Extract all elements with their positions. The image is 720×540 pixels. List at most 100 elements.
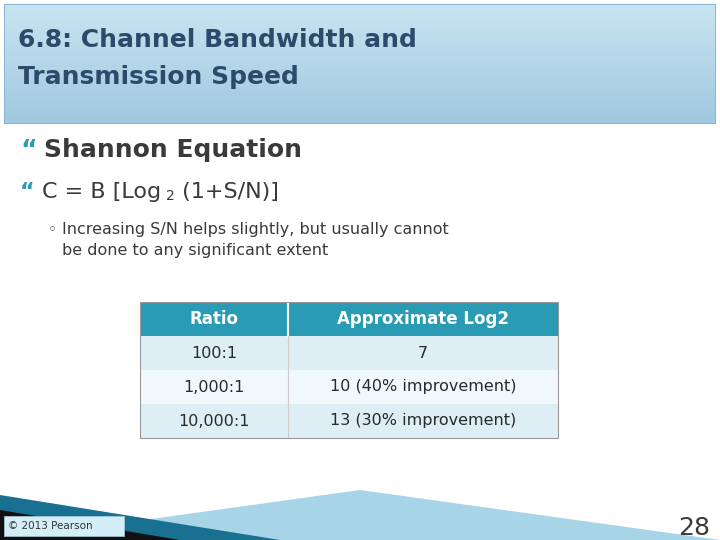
Polygon shape	[0, 495, 280, 540]
Bar	[5, 58, 715, 59]
Bar	[5, 37, 715, 38]
Bar	[5, 91, 715, 92]
Text: 2: 2	[166, 189, 175, 203]
Bar	[5, 9, 715, 10]
Bar	[5, 104, 715, 105]
FancyBboxPatch shape	[140, 336, 558, 370]
Text: 10,000:1: 10,000:1	[179, 414, 250, 429]
Text: Shannon Equation: Shannon Equation	[44, 138, 302, 162]
Bar	[5, 71, 715, 72]
Bar	[5, 83, 715, 84]
Bar	[5, 105, 715, 106]
Bar	[5, 40, 715, 41]
Text: Increasing S/N helps slightly, but usually cannot
be done to any significant ext: Increasing S/N helps slightly, but usual…	[62, 222, 449, 258]
Text: Ratio: Ratio	[189, 310, 238, 328]
Bar	[5, 27, 715, 28]
Bar	[5, 23, 715, 24]
Bar	[5, 119, 715, 120]
Bar	[5, 70, 715, 71]
Bar	[5, 56, 715, 57]
Bar	[5, 14, 715, 15]
Text: 1,000:1: 1,000:1	[184, 380, 245, 395]
Bar	[5, 95, 715, 96]
Bar	[5, 28, 715, 29]
Bar	[5, 7, 715, 8]
Polygon shape	[0, 490, 720, 540]
Bar	[5, 22, 715, 23]
Bar	[5, 41, 715, 42]
Bar	[5, 79, 715, 80]
Bar	[5, 32, 715, 33]
Bar	[5, 47, 715, 48]
Bar	[5, 26, 715, 27]
FancyBboxPatch shape	[5, 5, 715, 123]
Bar	[5, 113, 715, 114]
Bar	[5, 76, 715, 77]
Bar	[5, 72, 715, 73]
Bar	[5, 50, 715, 51]
Bar	[5, 66, 715, 67]
Bar	[5, 73, 715, 74]
Bar	[5, 116, 715, 117]
Bar	[5, 89, 715, 90]
Bar	[5, 103, 715, 104]
Bar	[5, 101, 715, 102]
Bar	[5, 16, 715, 17]
Bar	[5, 93, 715, 94]
Bar	[5, 110, 715, 111]
Bar	[5, 77, 715, 78]
Bar	[5, 108, 715, 109]
Bar	[5, 99, 715, 100]
Bar	[5, 88, 715, 89]
Bar	[5, 68, 715, 69]
Bar	[5, 54, 715, 55]
Bar	[5, 111, 715, 112]
Bar	[5, 64, 715, 65]
Bar	[5, 38, 715, 39]
Bar	[5, 78, 715, 79]
Bar	[5, 5, 715, 6]
Text: ◦: ◦	[48, 222, 57, 237]
Bar	[5, 85, 715, 86]
Bar	[5, 25, 715, 26]
Bar	[5, 118, 715, 119]
Bar	[5, 96, 715, 97]
Bar	[5, 35, 715, 36]
Bar	[5, 20, 715, 21]
Bar	[5, 102, 715, 103]
Bar	[5, 8, 715, 9]
Bar	[5, 75, 715, 76]
Bar	[5, 55, 715, 56]
Bar	[5, 122, 715, 123]
Text: C = B [Log: C = B [Log	[42, 182, 161, 202]
Bar	[5, 33, 715, 34]
Bar	[5, 106, 715, 107]
Bar	[5, 60, 715, 61]
Bar	[5, 84, 715, 85]
Bar	[5, 51, 715, 52]
Bar	[5, 86, 715, 87]
Text: “: “	[20, 138, 37, 162]
Bar	[5, 59, 715, 60]
FancyBboxPatch shape	[140, 302, 558, 336]
Bar	[5, 15, 715, 16]
Bar	[5, 53, 715, 54]
Bar	[5, 34, 715, 35]
Bar	[5, 57, 715, 58]
Bar	[5, 100, 715, 101]
Text: © 2013 Pearson: © 2013 Pearson	[8, 521, 93, 531]
Polygon shape	[0, 510, 180, 540]
Bar	[5, 67, 715, 68]
Bar	[5, 120, 715, 121]
Bar	[5, 39, 715, 40]
Bar	[5, 97, 715, 98]
Bar	[5, 44, 715, 45]
Bar	[5, 12, 715, 13]
Bar	[5, 63, 715, 64]
Bar	[5, 10, 715, 11]
Bar	[5, 80, 715, 81]
Bar	[5, 52, 715, 53]
Bar	[5, 42, 715, 43]
Bar	[5, 6, 715, 7]
Bar	[5, 17, 715, 18]
